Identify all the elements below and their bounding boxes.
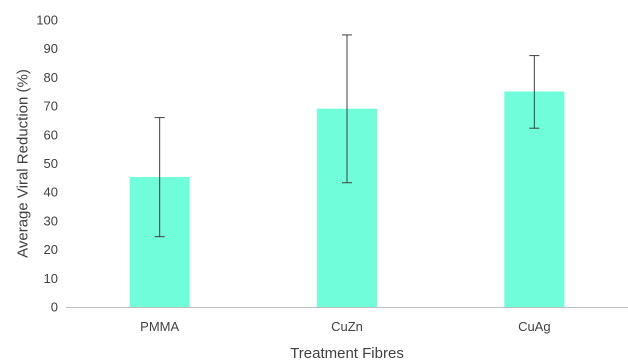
x-tick-label: PMMA	[140, 319, 179, 334]
y-tick-label: 20	[44, 242, 58, 257]
y-tick-label: 30	[44, 213, 58, 228]
y-tick-label: 10	[44, 271, 58, 286]
error-bar	[342, 34, 352, 184]
x-tick-label: CuZn	[331, 319, 363, 334]
y-axis-title: Average Viral Reduction (%)	[14, 69, 31, 258]
error-bars	[154, 34, 540, 238]
y-tick-label: 90	[44, 41, 58, 56]
y-tick-label: 50	[44, 156, 58, 171]
x-tick-label: CuAg	[518, 319, 551, 334]
y-tick-label: 70	[44, 99, 58, 114]
error-bar	[154, 117, 165, 238]
y-tick-label: 0	[51, 300, 58, 315]
error-bar	[529, 55, 540, 129]
y-tick-label: 100	[36, 13, 58, 28]
y-tick-label: 40	[44, 185, 58, 200]
y-tick-label: 80	[44, 70, 58, 85]
x-axis: PMMA CuZn CuAg	[140, 319, 550, 334]
y-tick-label: 60	[44, 127, 58, 142]
x-axis-title: Treatment Fibres	[290, 345, 404, 362]
y-axis: 0 10 20 30 40 50 60 70 80 90 100	[36, 13, 58, 315]
